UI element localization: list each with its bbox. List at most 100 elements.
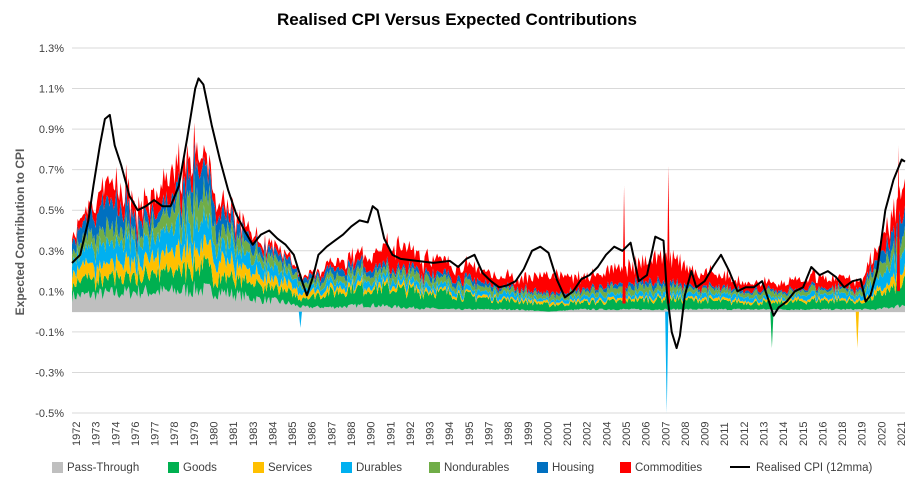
x-tick-label: 2011 xyxy=(719,422,731,446)
x-tick-label: 2021 xyxy=(896,422,908,446)
legend-marker xyxy=(253,462,264,473)
gridlines xyxy=(72,47,905,414)
y-tick-label: 0.9% xyxy=(39,124,64,136)
x-tick-label: 2008 xyxy=(680,422,692,446)
y-axis-label: Expected Contribution to CPI xyxy=(13,149,27,316)
area-goods xyxy=(72,253,905,312)
y-tick-label: -0.1% xyxy=(35,327,64,339)
legend-item-housing: Housing xyxy=(537,462,594,474)
legend: Pass-Through Goods Services Durables Nondura… xyxy=(52,462,872,474)
legend-item-goods: Goods xyxy=(168,462,217,474)
x-tick-label: 1992 xyxy=(405,422,417,446)
x-tick-label: 2016 xyxy=(817,422,829,446)
y-tick-label: -0.3% xyxy=(35,367,64,379)
x-tick-label: 1977 xyxy=(150,422,162,446)
legend-item-commodities: Commodities xyxy=(620,462,702,474)
x-tick-label: 2012 xyxy=(739,422,751,446)
legend-marker xyxy=(168,462,179,473)
area-nondurables xyxy=(72,173,905,304)
legend-marker xyxy=(341,462,352,473)
x-tick-label: 1995 xyxy=(464,422,476,446)
x-tick-label: 2007 xyxy=(660,422,672,446)
legend-marker xyxy=(537,462,548,473)
legend-label: Durables xyxy=(356,462,402,474)
x-tick-label: 1974 xyxy=(110,422,122,446)
legend-label: Housing xyxy=(552,462,594,474)
y-tick-label: 0.5% xyxy=(39,205,64,217)
x-tick-label: 1978 xyxy=(169,422,181,446)
y-axis-ticks: 1.3% 1.1% 0.9% 0.7% 0.5% 0.3% 0.1% -0.1% -0.3% -0… xyxy=(35,43,64,420)
legend-label: Commodities xyxy=(635,462,702,474)
chart-title: Realised CPI Versus Expected Contributio… xyxy=(277,10,637,29)
x-tick-label: 2002 xyxy=(582,422,594,446)
x-tick-label: 1987 xyxy=(326,422,338,446)
x-tick-label: 2018 xyxy=(837,422,849,446)
x-tick-label: 2000 xyxy=(542,422,554,446)
spike-commodities xyxy=(666,165,671,304)
x-tick-label: 2020 xyxy=(876,422,888,446)
spike-durables xyxy=(298,311,302,328)
y-tick-label: 1.3% xyxy=(39,43,64,55)
x-tick-label: 2013 xyxy=(759,422,771,446)
legend-item-nondurables: Nondurables xyxy=(429,462,509,474)
spike-commodities xyxy=(622,185,626,304)
realised-cpi-line-group xyxy=(71,77,906,350)
x-tick-label: 1984 xyxy=(267,422,279,446)
spike-services xyxy=(855,311,859,349)
area-housing xyxy=(72,139,905,300)
x-tick-label: 1983 xyxy=(248,422,260,446)
x-tick-label: 1985 xyxy=(287,422,299,446)
x-tick-label: 2005 xyxy=(621,422,633,446)
legend-item-services: Services xyxy=(253,462,312,474)
legend-item-realised-cpi-12mma: Realised CPI (12mma) xyxy=(730,462,872,474)
spike-commodities xyxy=(896,145,901,292)
spike-goods xyxy=(770,311,774,349)
legend-marker xyxy=(52,462,63,473)
area-durables xyxy=(72,204,905,306)
x-tick-label: 1986 xyxy=(307,422,319,446)
area-commodities xyxy=(72,122,905,298)
stacked-areas xyxy=(72,122,905,312)
legend-label: Goods xyxy=(183,462,217,474)
area-services xyxy=(72,233,905,308)
x-tick-label: 1976 xyxy=(130,422,142,446)
y-tick-label: 0.1% xyxy=(39,286,64,298)
x-tick-label: 1973 xyxy=(91,422,103,446)
realised-cpi-line xyxy=(71,77,906,350)
x-tick-label: 1997 xyxy=(484,422,496,446)
x-tick-label: 2019 xyxy=(857,422,869,446)
legend-label: Realised CPI (12mma) xyxy=(756,462,872,474)
x-tick-label: 1980 xyxy=(209,422,221,446)
spike-durables xyxy=(665,311,669,413)
x-tick-label: 2015 xyxy=(798,422,810,446)
contribution-spikes xyxy=(298,145,901,413)
x-tick-label: 2004 xyxy=(601,422,613,446)
x-tick-label: 1972 xyxy=(71,422,83,446)
legend-item-durables: Durables xyxy=(341,462,402,474)
x-tick-label: 2014 xyxy=(778,422,790,446)
legend-label: Services xyxy=(268,462,312,474)
x-tick-label: 2006 xyxy=(641,422,653,446)
y-tick-label: 0.7% xyxy=(39,165,64,177)
x-tick-label: 1988 xyxy=(346,422,358,446)
legend-item-pass-through: Pass-Through xyxy=(52,462,139,474)
x-tick-label: 1981 xyxy=(228,422,240,446)
y-tick-label: -0.5% xyxy=(35,408,64,420)
legend-marker xyxy=(429,462,440,473)
x-tick-label: 2001 xyxy=(562,422,574,446)
legend-marker xyxy=(620,462,631,473)
x-tick-label: 1979 xyxy=(189,422,201,446)
x-tick-label: 1993 xyxy=(425,422,437,446)
x-tick-label: 1990 xyxy=(366,422,378,446)
legend-label: Nondurables xyxy=(444,462,509,474)
x-tick-label: 1991 xyxy=(385,422,397,446)
y-tick-label: 0.3% xyxy=(39,246,64,258)
x-tick-label: 1998 xyxy=(503,422,515,446)
y-tick-label: 1.1% xyxy=(39,84,64,96)
legend-label: Pass-Through xyxy=(67,462,139,474)
x-tick-label: 1994 xyxy=(444,422,456,446)
x-tick-label: 1999 xyxy=(523,422,535,446)
x-axis-ticks: 1972 1973 1974 1976 1977 1978 1979 1980 1981 1983… xyxy=(71,422,908,446)
x-tick-label: 2009 xyxy=(700,422,712,446)
